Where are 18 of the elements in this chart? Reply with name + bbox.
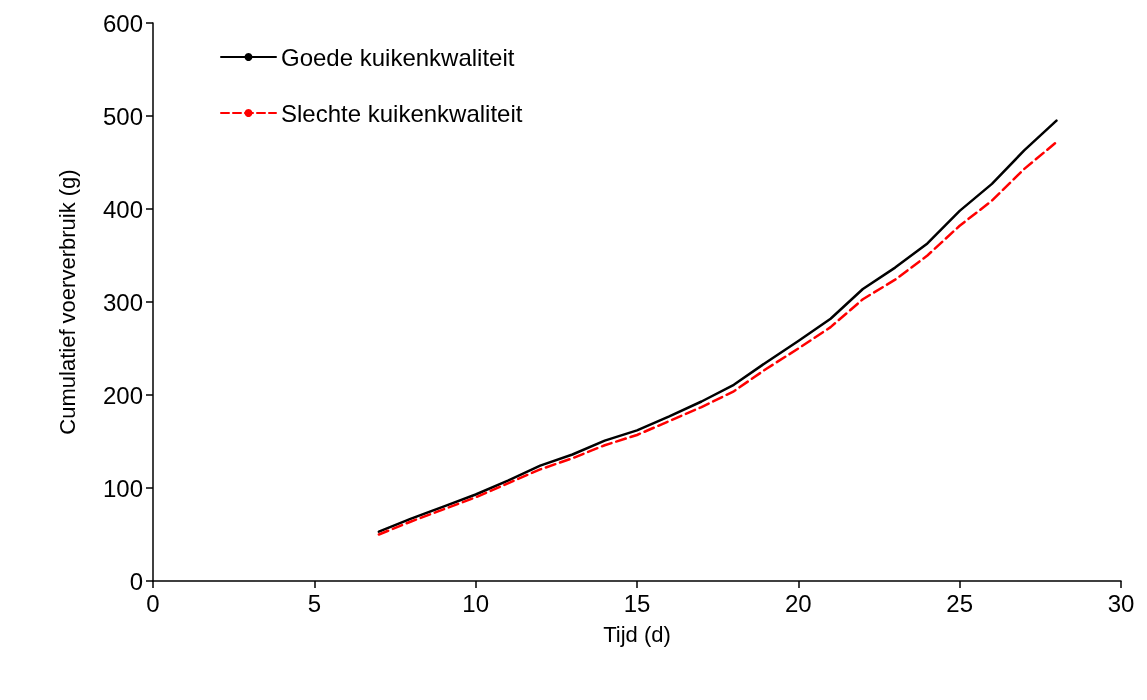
legend-label: Slechte kuikenkwaliteit bbox=[281, 99, 523, 127]
x-tick-label: 20 bbox=[784, 589, 812, 617]
y-tick-label: 0 bbox=[129, 567, 143, 595]
y-tick-label: 300 bbox=[102, 288, 143, 316]
x-tick-label: 15 bbox=[623, 589, 651, 617]
x-tick-label: 25 bbox=[946, 589, 974, 617]
y-axis-title: Cumulatief voerverbruik (g) bbox=[54, 169, 80, 435]
y-tick-label: 600 bbox=[102, 9, 143, 37]
y-tick-label: 100 bbox=[102, 474, 143, 502]
y-tick-label: 200 bbox=[102, 381, 143, 409]
x-tick-label: 0 bbox=[146, 589, 160, 617]
x-tick-label: 10 bbox=[462, 589, 490, 617]
y-tick-label: 400 bbox=[102, 195, 143, 223]
x-axis-title: Tijd (d) bbox=[603, 621, 671, 647]
legend-label: Goede kuikenkwaliteit bbox=[281, 43, 515, 71]
x-tick-label: 5 bbox=[307, 589, 322, 617]
x-tick-label: 30 bbox=[1107, 589, 1135, 617]
y-tick-label: 500 bbox=[102, 102, 143, 130]
